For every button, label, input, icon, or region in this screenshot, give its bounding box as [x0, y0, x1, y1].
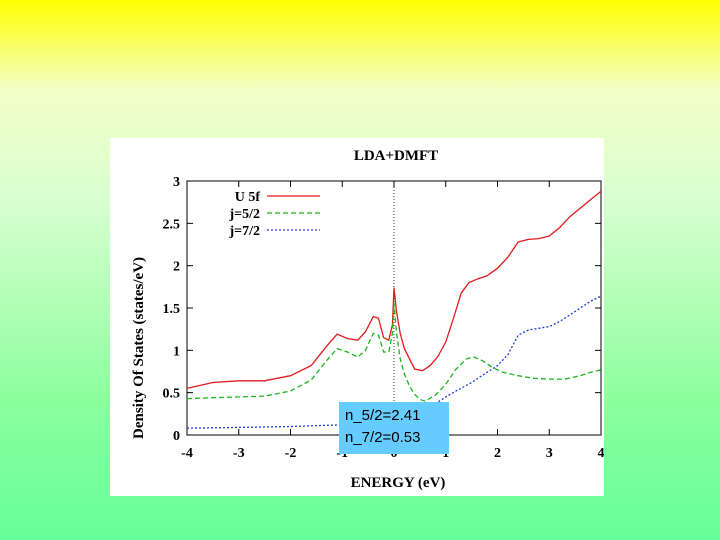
figure-panel: LDA+DMFT ENERGY (eV) Density Of States (…	[110, 138, 604, 496]
legend-label-0: U 5f	[235, 190, 261, 205]
y-tick-label: 0	[173, 429, 180, 444]
x-tick-label: 3	[546, 446, 553, 461]
series-line-0	[186, 190, 602, 390]
series-line-1	[186, 302, 602, 402]
y-axis-title: Density Of States (states/eV)	[131, 257, 147, 439]
y-tick-label: 1.5	[163, 302, 181, 317]
y-tick-label: 2.5	[163, 217, 181, 232]
y-tick-label: 3	[173, 175, 180, 190]
series-line-2	[186, 295, 602, 429]
legend-label-1: j=5/2	[228, 207, 260, 222]
annotation-line-1: n_5/2=2.41	[345, 407, 421, 424]
y-tick-label: 1	[173, 344, 180, 359]
y-tick-label: 2	[173, 260, 180, 275]
x-tick-label: -4	[181, 446, 193, 461]
annotation-line-2: n_7/2=0.53	[345, 429, 421, 446]
x-axis-title: ENERGY (eV)	[351, 475, 446, 491]
chart-title: LDA+DMFT	[354, 148, 438, 164]
y-tick-label: 0.5	[163, 387, 181, 402]
x-tick-label: -2	[285, 446, 297, 461]
x-tick-label: 2	[494, 446, 501, 461]
x-tick-label: -3	[233, 446, 245, 461]
legend-label-2: j=7/2	[228, 224, 260, 239]
dos-chart: LDA+DMFT ENERGY (eV) Density Of States (…	[131, 148, 605, 491]
x-tick-label: 4	[598, 446, 605, 461]
occupancy-annotation: n_5/2=2.41 n_7/2=0.53	[339, 402, 449, 454]
